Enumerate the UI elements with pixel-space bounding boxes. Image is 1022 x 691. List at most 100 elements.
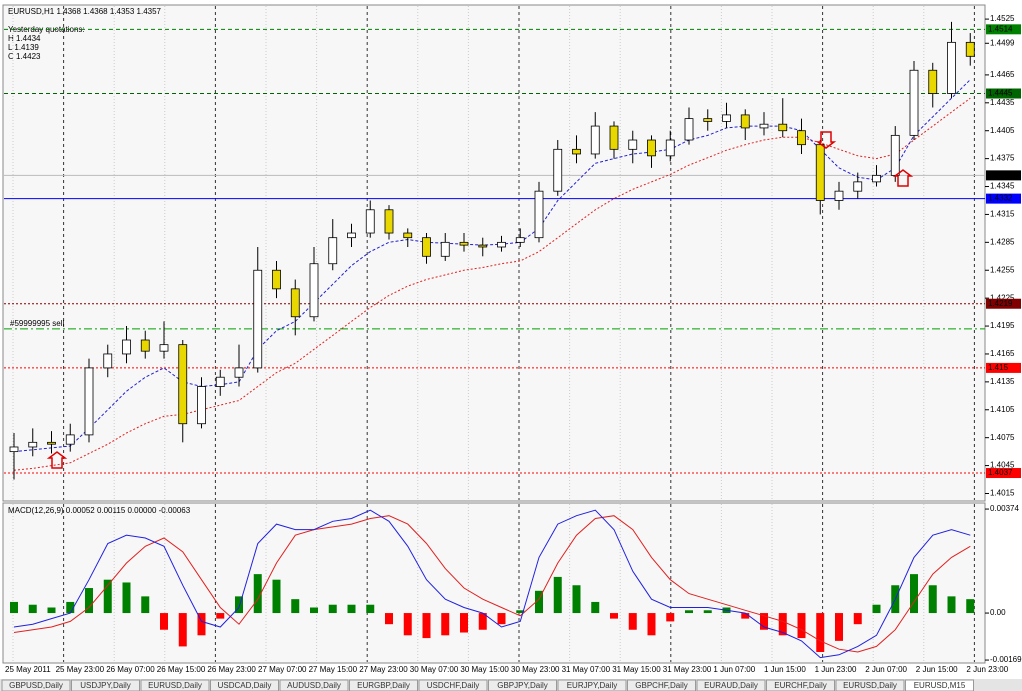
histogram-bar bbox=[760, 613, 768, 630]
candle-body bbox=[853, 181, 863, 192]
symbol-tab[interactable]: EURJPY,Daily bbox=[557, 679, 627, 691]
histogram-bar bbox=[947, 596, 956, 614]
y-tick-label: 0.00 bbox=[990, 608, 1006, 617]
tab-frame bbox=[418, 679, 488, 691]
symbol-tab[interactable]: EURAUD,Daily bbox=[696, 679, 766, 691]
tab-frame bbox=[349, 679, 418, 691]
candle-body bbox=[590, 125, 600, 155]
level-price-box bbox=[986, 170, 1021, 181]
histogram-bar bbox=[872, 604, 881, 614]
symbol-tab[interactable]: EURUSD,M15 bbox=[905, 679, 974, 691]
candle-body bbox=[328, 237, 338, 265]
candle-body bbox=[215, 376, 225, 387]
histogram-bar bbox=[272, 579, 281, 614]
candle-body bbox=[628, 139, 638, 150]
level-price-box bbox=[986, 362, 1021, 373]
time-label: 30 May 23:00 bbox=[511, 665, 560, 674]
signal-arrow bbox=[815, 131, 837, 149]
candle-body bbox=[159, 344, 169, 352]
signal-arrow bbox=[46, 451, 68, 469]
macd-main-line bbox=[13, 509, 971, 659]
info-line: L 1.4139 bbox=[8, 43, 39, 52]
symbol-tab[interactable]: AUDUSD,Daily bbox=[279, 679, 349, 691]
tab-label: AUDUSD,Daily bbox=[287, 681, 341, 690]
time-label: 31 May 15:00 bbox=[612, 665, 661, 674]
candle-body bbox=[272, 269, 281, 290]
histogram-bar bbox=[797, 613, 806, 639]
y-tick-label: 1.4285 bbox=[990, 237, 1015, 246]
tab-frame bbox=[488, 679, 557, 691]
time-label: 26 May 23:00 bbox=[207, 665, 256, 674]
candle-body bbox=[497, 241, 506, 248]
histogram-bar bbox=[291, 599, 300, 614]
y-tick-label: 1.4375 bbox=[990, 154, 1015, 163]
candle-body bbox=[553, 148, 563, 192]
candle-body bbox=[365, 209, 375, 234]
histogram-bar bbox=[422, 613, 431, 639]
symbol-tab[interactable]: GBPCHF,Daily bbox=[627, 679, 696, 691]
histogram-bar bbox=[385, 613, 393, 625]
histogram-bar bbox=[310, 607, 318, 614]
histogram-bar bbox=[666, 613, 675, 622]
tab-label: GBPUSD,Daily bbox=[9, 681, 63, 690]
symbol-tab[interactable]: GBPUSD,Daily bbox=[1, 679, 71, 691]
level-price-box bbox=[986, 468, 1021, 479]
y-tick-label: 1.4105 bbox=[990, 405, 1015, 414]
symbol-tab[interactable]: EURGBP,Daily bbox=[349, 679, 418, 691]
time-label: 1 Jun 07:00 bbox=[713, 665, 755, 674]
histogram-bar bbox=[441, 613, 450, 636]
histogram-bar bbox=[103, 579, 112, 614]
histogram-bar bbox=[328, 604, 337, 614]
symbol-tab[interactable]: EURUSD,Daily bbox=[140, 679, 210, 691]
level-price-label: 1.415 bbox=[988, 363, 1009, 372]
candle-body bbox=[290, 288, 300, 318]
symbol-tab[interactable]: EURUSD,Daily bbox=[835, 679, 905, 691]
candle-body bbox=[459, 241, 469, 246]
histogram-bar bbox=[835, 613, 843, 641]
symbol-header: EURUSD,H1 1.4368 1.4368 1.4353 1.4357 bbox=[8, 7, 162, 16]
symbol-tab[interactable]: EURCHF,Daily bbox=[766, 679, 835, 691]
histogram-bar bbox=[216, 613, 225, 619]
tab-label: EURJPY,Daily bbox=[567, 681, 618, 690]
candle-body bbox=[609, 125, 619, 150]
level-price-box bbox=[986, 298, 1021, 309]
tab-label: USDCAD,Daily bbox=[218, 681, 272, 690]
tab-frame bbox=[696, 679, 766, 691]
time-label: 2 Jun 15:00 bbox=[916, 665, 958, 674]
histogram-bar bbox=[366, 604, 375, 614]
histogram-bar bbox=[553, 576, 562, 614]
tab-label: EURGBP,Daily bbox=[357, 681, 410, 690]
histogram-bar bbox=[535, 590, 543, 614]
candle-body bbox=[740, 114, 750, 129]
tab-frame bbox=[279, 679, 349, 691]
candle-body bbox=[197, 386, 206, 425]
tab-label: USDCHF,Daily bbox=[427, 681, 479, 690]
time-label: 2 Jun 07:00 bbox=[865, 665, 907, 674]
histogram-bar bbox=[516, 610, 525, 614]
histogram-bar bbox=[235, 596, 243, 614]
symbol-tab[interactable]: USDCAD,Daily bbox=[210, 679, 279, 691]
tab-frame bbox=[71, 679, 140, 691]
level-price-label: 1.4219 bbox=[988, 299, 1013, 308]
symbol-tab[interactable]: GBPJPY,Daily bbox=[488, 679, 557, 691]
macd-header: MACD(12,26,9) 0.00052 0.00115 0.00000 -0… bbox=[8, 506, 191, 515]
candle-body bbox=[872, 174, 881, 183]
candle-body bbox=[140, 339, 150, 352]
candle-body bbox=[65, 434, 75, 445]
time-label: 27 May 23:00 bbox=[359, 665, 408, 674]
symbol-tab[interactable]: USDJPY,Daily bbox=[71, 679, 140, 691]
time-label: 25 May 23:00 bbox=[56, 665, 105, 674]
symbol-tab[interactable]: USDCHF,Daily bbox=[418, 679, 488, 691]
time-label: 30 May 07:00 bbox=[410, 665, 459, 674]
candle-body bbox=[234, 367, 244, 378]
time-label: 31 May 23:00 bbox=[663, 665, 712, 674]
candle-body bbox=[815, 144, 825, 201]
y-tick-label: 1.4135 bbox=[990, 377, 1015, 386]
candle-body bbox=[347, 232, 356, 239]
tab-label: EURUSD,M15 bbox=[914, 681, 966, 690]
tab-label: EURCHF,Daily bbox=[774, 681, 826, 690]
candle-body bbox=[309, 263, 319, 318]
candle-body bbox=[384, 209, 394, 234]
candle-body bbox=[947, 41, 956, 94]
candle-body bbox=[28, 441, 38, 448]
